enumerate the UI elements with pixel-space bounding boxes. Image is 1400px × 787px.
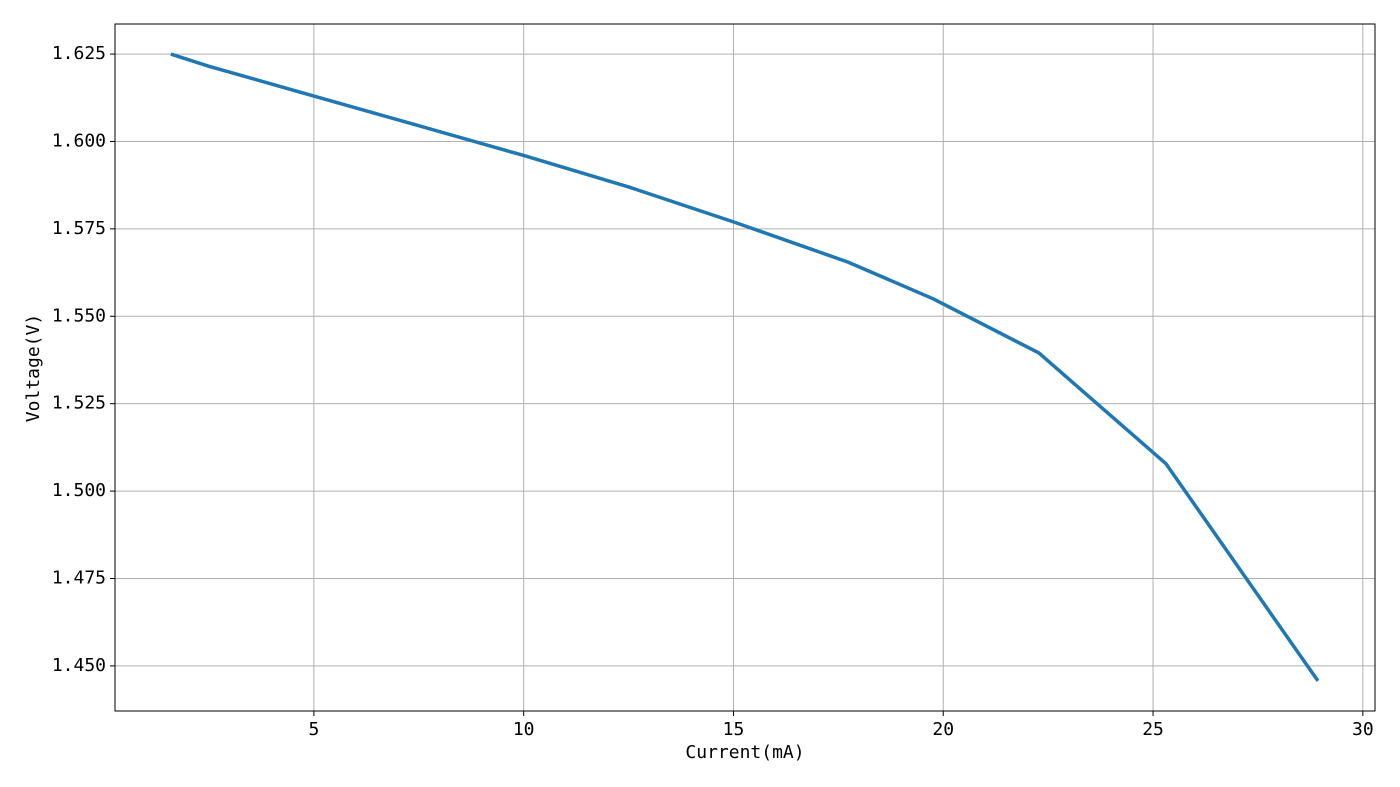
x-tick-label: 25	[1142, 719, 1164, 740]
y-tick-label: 1.600	[52, 130, 106, 151]
y-axis-label: Voltage(V)	[23, 314, 44, 422]
y-tick-label: 1.575	[52, 218, 106, 239]
y-tick-label: 1.500	[52, 480, 106, 501]
y-tick-label: 1.625	[52, 43, 106, 64]
x-tick-label: 30	[1352, 719, 1374, 740]
y-tick-label: 1.475	[52, 567, 106, 588]
plot-frame	[114, 23, 1376, 712]
x-tick-label: 5	[308, 719, 319, 740]
x-tick-label: 15	[723, 719, 745, 740]
y-tick-label: 1.525	[52, 393, 106, 414]
y-tick-label: 1.450	[52, 655, 106, 676]
x-axis-label: Current(mA)	[685, 742, 804, 763]
y-tick-label: 1.550	[52, 305, 106, 326]
line-series	[170, 52, 1320, 682]
x-tick-label: 20	[932, 719, 954, 740]
x-tick-label: 10	[513, 719, 535, 740]
